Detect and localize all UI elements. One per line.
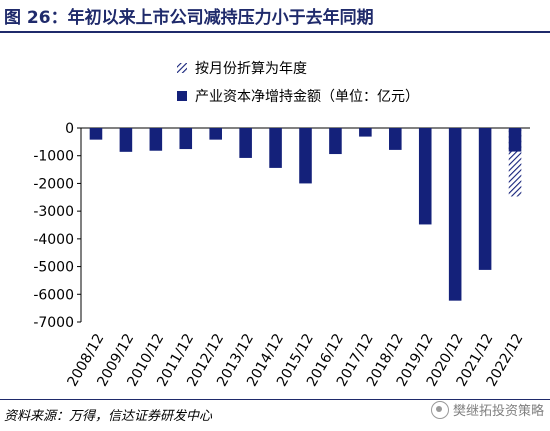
bar-chart: 按月份折算为年度 产业资本净增持金额（单位：亿元） 0 -1000 -2000 -30… xyxy=(33,61,530,389)
bar-net-holding-2010-12 xyxy=(149,128,163,151)
bar-net-holding-2011-12 xyxy=(179,128,193,150)
bar-net-holding-2012-12 xyxy=(209,128,222,140)
y-tick-label: -5000 xyxy=(33,260,74,276)
legend-label-hatched: 按月份折算为年度 xyxy=(195,61,307,77)
y-tick-label: -6000 xyxy=(33,287,74,303)
y-tick-label: -2000 xyxy=(33,176,74,192)
bar-net-holding-2021-12 xyxy=(478,128,492,270)
source-note: 资料来源：万得，信达证券研发中心 xyxy=(4,409,213,424)
y-tick-label: -3000 xyxy=(33,204,74,220)
y-tick-label: -7000 xyxy=(33,315,74,331)
bar-net-holding-2009-12 xyxy=(119,128,133,152)
legend-swatch-hatched xyxy=(177,63,187,73)
bar-net-holding-2008-12 xyxy=(89,128,103,140)
legend-swatch-solid xyxy=(177,91,187,101)
bar-net-holding-2017-12 xyxy=(359,128,372,137)
watermark: 樊继拓投资策略 xyxy=(430,400,544,419)
legend: 按月份折算为年度 产业资本净增持金额（单位：亿元） xyxy=(177,61,419,105)
bar-net-holding-2018-12 xyxy=(389,128,402,150)
wechat-icon xyxy=(430,400,449,419)
bar-net-holding-2020-12 xyxy=(448,128,462,301)
y-tick-label: -1000 xyxy=(33,149,74,165)
figure-title: 图 26：年初以来上市公司减持压力小于去年同期 xyxy=(4,8,374,28)
bar-net-holding-2022-12 xyxy=(508,128,522,152)
title-bar: 图 26：年初以来上市公司减持压力小于去年同期 xyxy=(0,0,550,33)
watermark-text: 樊继拓投资策略 xyxy=(452,404,544,419)
bar-net-holding-2019-12 xyxy=(418,128,432,225)
y-tick-label: 0 xyxy=(65,121,74,137)
legend-label-solid: 产业资本净增持金额（单位：亿元） xyxy=(195,89,419,105)
bar-net-holding-2016-12 xyxy=(329,128,342,155)
footer-rule xyxy=(0,399,550,400)
y-tick-label: -4000 xyxy=(33,232,74,248)
bar-net-holding-2014-12 xyxy=(269,128,282,168)
bar-net-holding-2013-12 xyxy=(239,128,252,158)
title-rule xyxy=(0,31,550,33)
bar-net-holding-2015-12 xyxy=(299,128,312,184)
